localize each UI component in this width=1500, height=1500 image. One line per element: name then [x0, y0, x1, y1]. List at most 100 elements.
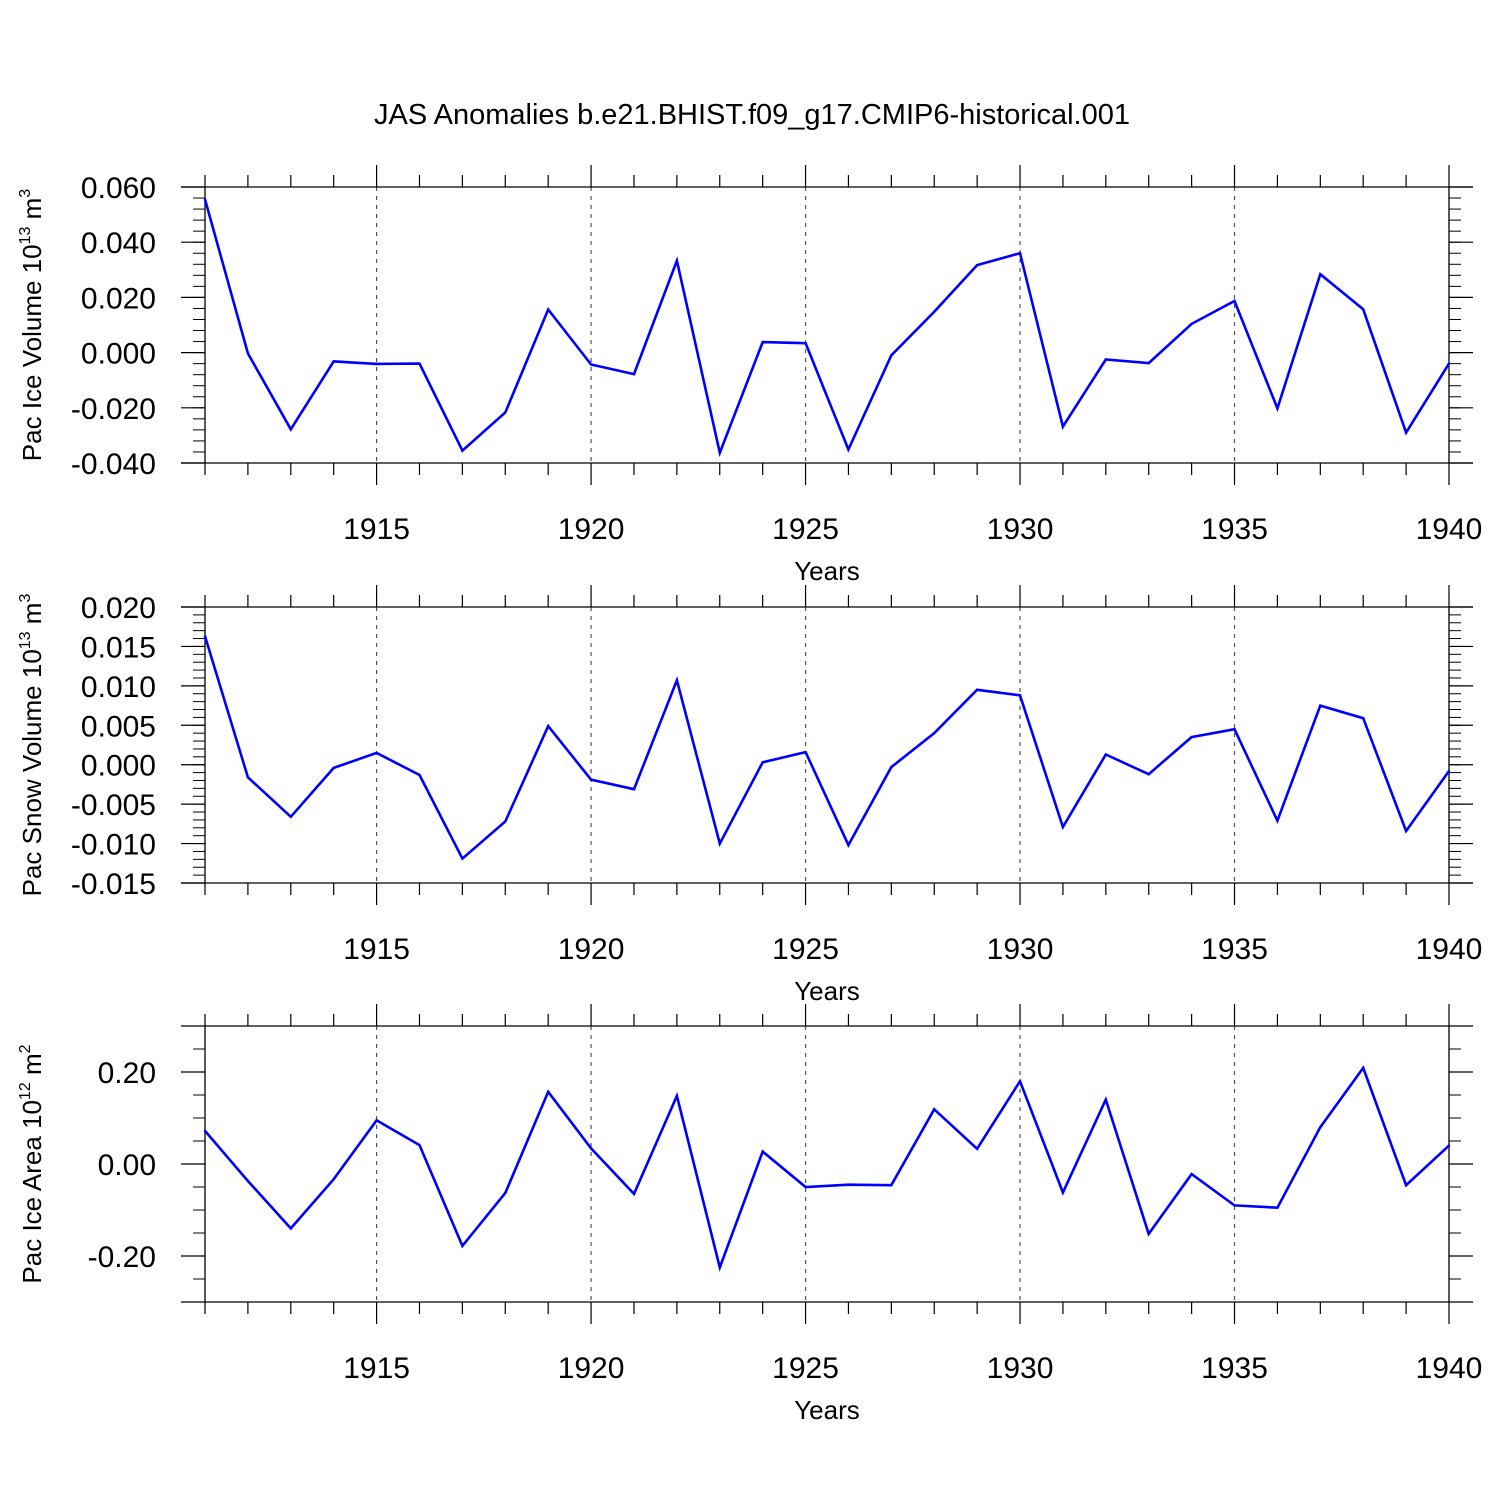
y-tick-label: 0.010 [81, 671, 156, 704]
data-point [504, 411, 507, 414]
x-axis-label: Years [794, 556, 860, 586]
y-tick-label: -0.015 [71, 868, 156, 901]
data-point [375, 751, 378, 755]
y-tick-label: 0.060 [81, 172, 156, 205]
data-point [1276, 407, 1279, 410]
x-tick-label: 1930 [987, 513, 1054, 546]
x-tick-label: 1930 [987, 1352, 1054, 1385]
data-point [1147, 772, 1150, 776]
data-point [1276, 819, 1279, 822]
x-tick-label: 1920 [558, 933, 625, 966]
x-tick-label: 1925 [772, 1352, 839, 1385]
x-tick-label: 1940 [1416, 1352, 1483, 1385]
data-point [246, 352, 250, 355]
data-point [589, 363, 593, 366]
data-point [1018, 1080, 1022, 1083]
data-point [1104, 1098, 1108, 1101]
data-point [718, 1266, 721, 1269]
x-tick-label: 1925 [772, 933, 839, 966]
data-point [933, 310, 936, 313]
x-tick-label: 1920 [558, 513, 625, 546]
x-tick-label: 1935 [1201, 1352, 1268, 1385]
data-point [289, 1227, 292, 1230]
chart-panel-1: -0.040 -0.020 0.000 0.020 0.040 0.060 1915 1920… [17, 165, 1482, 586]
data-point [847, 1183, 850, 1186]
data-point [718, 842, 721, 845]
data-point [1362, 716, 1365, 720]
data-point [1190, 322, 1193, 326]
data-point [675, 679, 679, 682]
data-point [1276, 1206, 1279, 1209]
x-tick-label: 1920 [558, 1352, 625, 1385]
data-point [203, 634, 207, 638]
data-point [1018, 694, 1022, 697]
data-point [332, 360, 335, 363]
data-point [589, 1147, 593, 1150]
data-point [761, 340, 764, 344]
data-point [546, 308, 550, 311]
data-point [632, 1192, 636, 1196]
data-point [1233, 299, 1236, 303]
x-tick-label: 1925 [772, 513, 839, 546]
data-point [761, 761, 764, 764]
data-point [1404, 431, 1408, 434]
data-point [1018, 252, 1022, 255]
data-point [1233, 728, 1236, 731]
figure-title: JAS Anomalies b.e21.BHIST.f09_g17.CMIP6-… [374, 99, 1130, 131]
y-axis-label: Pac Ice Area 1012 m2 [17, 1044, 47, 1283]
y-tick-label: 0.00 [98, 1149, 156, 1182]
data-point [1104, 358, 1108, 361]
y-tick-label: 0.005 [81, 710, 156, 743]
data-point [890, 765, 893, 769]
data-point [1362, 308, 1365, 311]
data-point [375, 362, 378, 366]
data-point [975, 1147, 979, 1151]
data-point [1061, 825, 1065, 829]
y-tick-label: -0.020 [71, 393, 156, 426]
y-tick-label: 0.040 [81, 227, 156, 260]
data-point [289, 428, 292, 431]
data-point [246, 776, 250, 779]
data-point [847, 448, 850, 451]
data-point [975, 263, 979, 267]
data-point [847, 843, 850, 847]
data-point [589, 778, 593, 781]
data-point [1447, 362, 1451, 365]
x-tick-label: 1915 [343, 513, 410, 546]
data-point [804, 1185, 807, 1189]
data-point [332, 766, 335, 770]
data-point [332, 1177, 335, 1181]
data-point [1319, 273, 1322, 276]
data-point [1319, 704, 1322, 707]
chart-panel-3: -0.20 0.00 0.20 1915 1920 1925 1930 1935 1940 Yea… [17, 1004, 1482, 1425]
y-tick-label: 0.015 [81, 631, 156, 664]
y-tick-label: 0.000 [81, 338, 156, 371]
y-tick-label: 0.020 [81, 592, 156, 625]
data-point [1404, 829, 1408, 833]
x-tick-label: 1935 [1201, 933, 1268, 966]
data-point [1147, 361, 1150, 365]
data-point [461, 1244, 464, 1248]
x-axis-label: Years [794, 1395, 860, 1425]
chart-panel-2: -0.015 -0.010 -0.005 0.000 0.005 0.010 0.015 0.… [17, 585, 1482, 1006]
data-point [546, 1090, 550, 1093]
data-point [804, 750, 807, 754]
data-point [804, 342, 807, 345]
data-point [890, 354, 893, 357]
data-point [203, 1129, 207, 1133]
data-point [890, 1183, 893, 1187]
data-point [504, 820, 507, 823]
data-point [933, 731, 936, 735]
x-tick-label: 1940 [1416, 513, 1483, 546]
data-point [975, 688, 979, 691]
y-tick-label: -0.20 [88, 1241, 156, 1274]
data-point [675, 259, 679, 262]
data-point [1447, 1144, 1451, 1147]
y-axis-label: Pac Ice Volume 1013 m3 [17, 189, 47, 462]
data-point [675, 1094, 679, 1098]
y-axis-label: Pac Snow Volume 1013 m3 [17, 594, 47, 897]
data-point [461, 857, 464, 860]
data-point [1104, 753, 1108, 756]
y-tick-label: 0.000 [81, 750, 156, 783]
